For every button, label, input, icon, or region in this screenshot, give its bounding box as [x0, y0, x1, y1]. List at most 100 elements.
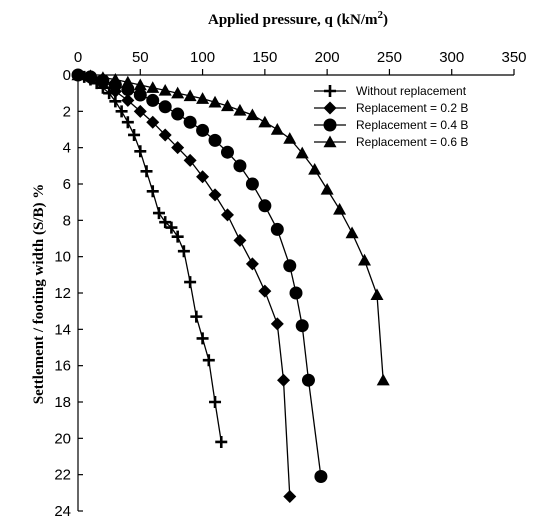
data-point	[133, 104, 147, 118]
data-point	[220, 145, 234, 159]
data-point	[258, 284, 272, 298]
data-point	[295, 146, 309, 159]
legend-entry: Replacement = 0.2 B	[314, 101, 468, 115]
data-point	[215, 435, 228, 448]
data-point	[140, 165, 153, 178]
data-point	[233, 103, 247, 116]
data-point	[245, 177, 259, 191]
series-line	[77, 74, 291, 497]
x-axis-title: Applied pressure, q (kN/m2)	[208, 9, 388, 28]
y-tick-label: 6	[63, 176, 71, 193]
y-tick-label: 12	[54, 285, 71, 302]
data-point	[183, 89, 197, 102]
data-point	[171, 86, 185, 99]
legend-marker	[324, 85, 336, 97]
legend-label: Replacement = 0.4 B	[356, 118, 468, 132]
data-point	[283, 132, 297, 144]
data-point	[133, 78, 147, 91]
y-tick-label: 18	[54, 394, 71, 411]
x-axis-title-superscript: 2	[377, 9, 383, 21]
data-point	[158, 83, 172, 96]
data-point	[134, 145, 147, 158]
data-point	[209, 396, 222, 408]
x-tick-label: 100	[190, 49, 215, 66]
x-tick-label: 300	[439, 49, 464, 66]
x-axis-title-main: Applied pressure, q (kN/m	[208, 12, 378, 28]
data-point	[183, 115, 197, 129]
data-point	[370, 288, 384, 301]
data-point	[358, 253, 372, 266]
data-point	[208, 133, 222, 147]
y-tick-label: 20	[54, 430, 71, 447]
y-tick-label: 10	[54, 249, 71, 266]
data-point	[121, 93, 135, 107]
data-point	[301, 373, 315, 387]
data-point	[202, 354, 215, 367]
data-point	[289, 286, 303, 300]
data-point	[376, 373, 390, 386]
data-point	[196, 92, 210, 104]
data-point	[96, 71, 110, 83]
data-point	[196, 332, 209, 345]
data-point	[171, 230, 184, 243]
y-tick-label: 4	[63, 140, 71, 157]
legend-label: Without replacement	[356, 84, 467, 98]
data-point	[171, 107, 185, 121]
axes: 0 50 100 150 200 250 300 3500246810121416182022…	[54, 49, 526, 519]
data-point	[245, 108, 259, 121]
data-point	[183, 153, 197, 167]
legend-entry: Replacement = 0.4 B	[314, 118, 468, 132]
legend: Without replacement Replacement = 0.2 B Re…	[308, 81, 513, 153]
data-point	[146, 185, 159, 198]
y-tick-label: 0	[63, 67, 71, 84]
series-diamond	[71, 68, 297, 503]
data-point	[233, 159, 247, 173]
data-point	[128, 128, 141, 141]
legend-entry: Without replacement	[314, 84, 467, 98]
legend-marker	[323, 118, 337, 132]
data-point	[158, 128, 172, 142]
legend-entry: Replacement = 0.6 B	[314, 135, 468, 149]
data-point	[196, 123, 210, 137]
data-point	[121, 75, 135, 88]
data-point	[270, 123, 284, 135]
y-tick-label: 8	[63, 212, 71, 229]
data-point	[190, 310, 203, 323]
data-point	[277, 373, 291, 387]
data-point	[121, 116, 134, 129]
data-point	[283, 259, 297, 273]
data-point	[159, 216, 172, 229]
y-axis-title: Settlement / footing width (S/B) %	[31, 184, 47, 404]
data-point	[270, 222, 284, 236]
data-point	[233, 233, 247, 247]
data-point	[165, 221, 178, 234]
data-point	[171, 141, 185, 155]
data-point	[108, 73, 122, 85]
data-point	[146, 93, 160, 107]
data-point	[283, 489, 297, 503]
data-point	[314, 469, 328, 483]
legend-label: Replacement = 0.6 B	[356, 135, 468, 149]
series-layer	[71, 68, 390, 503]
data-point	[220, 99, 234, 112]
x-axis-title-close: )	[383, 12, 388, 28]
data-point	[308, 162, 322, 175]
x-tick-label: 250	[377, 49, 402, 66]
x-tick-label: 150	[252, 49, 277, 66]
legend-marker	[323, 135, 337, 148]
data-point	[295, 319, 309, 333]
data-point	[270, 317, 284, 331]
data-point	[146, 115, 160, 129]
data-point	[208, 188, 222, 202]
legend-background	[308, 81, 513, 153]
data-point	[158, 100, 172, 114]
data-point	[345, 226, 359, 239]
data-point	[196, 170, 210, 184]
series-triangle	[71, 68, 390, 386]
data-point	[146, 81, 160, 93]
data-point	[83, 69, 97, 82]
legend-label: Replacement = 0.2 B	[356, 101, 468, 115]
data-point	[184, 276, 197, 289]
data-point	[208, 95, 222, 108]
data-point	[258, 199, 272, 213]
